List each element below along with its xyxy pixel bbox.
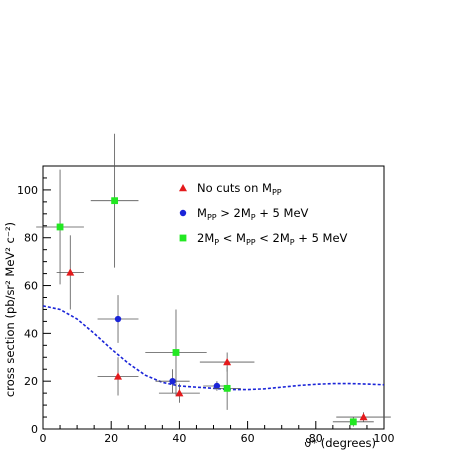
square-marker (349, 418, 357, 426)
model-curve-group (42, 305, 385, 391)
data-point (145, 309, 207, 396)
data-point (158, 383, 200, 403)
legend-subscript: P (251, 213, 256, 222)
y-tick-label: 20 (24, 375, 38, 388)
x-axis-title: ϑ* (degrees) (304, 436, 376, 450)
legend-text-part: No cuts on M (197, 181, 272, 195)
triangle-marker (359, 413, 368, 421)
legend-entry: 2MP < MPP < 2MP + 5 MeV (179, 231, 348, 247)
square-marker (56, 223, 64, 231)
legend-subscript: P (290, 238, 295, 247)
legend-subscript: P (214, 238, 219, 247)
data-point (336, 412, 391, 422)
legend-text-part: < 2M (256, 231, 290, 245)
y-tick-label: 80 (24, 232, 38, 245)
data-point (332, 417, 374, 427)
data-point (97, 357, 139, 396)
legend-text-part: + 5 MeV (256, 206, 309, 220)
legend-text-part: + 5 MeV (295, 231, 348, 245)
data-point (155, 369, 190, 394)
legend-text-part: > 2M (217, 206, 251, 220)
x-tick-label: 100 (374, 432, 395, 445)
triangle-marker (114, 372, 123, 380)
data-points-group (36, 133, 391, 427)
x-tick-label: 40 (172, 432, 186, 445)
circle-marker (169, 377, 176, 385)
legend-entry: No cuts on MPP (179, 181, 282, 197)
plot-frame (42, 165, 385, 430)
x-tick-label: 60 (241, 432, 255, 445)
legend-entry: MPP > 2MP + 5 MeV (179, 206, 309, 222)
data-point (56, 235, 84, 310)
legend-label: MPP > 2MP + 5 MeV (197, 206, 309, 222)
legend-label: 2MP < MPP < 2MP + 5 MeV (197, 231, 348, 247)
x-tick-label: 0 (40, 432, 47, 445)
x-tick-label: 20 (104, 432, 118, 445)
legend-subscript: PP (207, 213, 217, 222)
x-axis-ticks: 0 20 40 60 80 100 (40, 421, 395, 445)
legend-label: No cuts on MPP (197, 181, 282, 197)
data-point (90, 133, 139, 268)
circle-marker (213, 382, 221, 390)
legend-text-part: 2M (197, 231, 214, 245)
triangle-marker (175, 389, 184, 397)
y-tick-label: 0 (31, 423, 38, 436)
plot-frame-group (42, 165, 385, 430)
y-tick-label: 100 (17, 184, 38, 197)
square-marker (172, 349, 180, 356)
triangle-marker (66, 268, 75, 276)
y-axis-ticks: 0 20 40 60 80 100 (17, 165, 51, 436)
model-curve-line (42, 305, 385, 391)
square-marker (111, 197, 119, 205)
legend-subscript: PP (272, 188, 282, 197)
legend-text-part: M (197, 206, 207, 220)
data-point (97, 295, 139, 343)
y-tick-label: 60 (24, 280, 38, 293)
square-marker (179, 234, 187, 242)
y-axis-title: cross section (pb/sr² MeV² c⁻²) (3, 222, 17, 397)
triangle-marker (179, 184, 187, 192)
x-tick-label: 80 (309, 432, 323, 445)
circle-marker (179, 209, 187, 217)
legend-text-part: < M (219, 231, 246, 245)
y-tick-label: 40 (24, 327, 38, 340)
data-point (36, 169, 84, 285)
legend-subscript: PP (246, 238, 256, 247)
square-marker (223, 384, 231, 392)
data-point (213, 366, 241, 410)
circle-marker (114, 315, 122, 323)
triangle-marker (223, 358, 232, 366)
